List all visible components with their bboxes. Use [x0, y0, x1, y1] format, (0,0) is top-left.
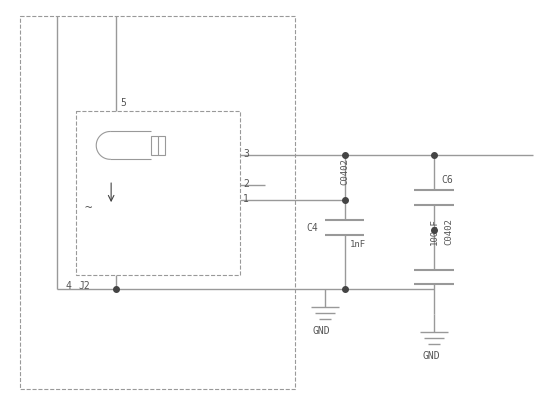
- Bar: [151, 136, 165, 155]
- Text: C4: C4: [307, 223, 319, 233]
- Bar: [20, 16, 295, 389]
- Text: C0402: C0402: [445, 218, 454, 245]
- Text: 2: 2: [243, 179, 249, 189]
- Text: GND: GND: [422, 351, 440, 361]
- Text: 3: 3: [243, 149, 249, 160]
- Text: C0402: C0402: [341, 158, 350, 185]
- Text: 100nF: 100nF: [430, 218, 439, 245]
- Text: C6: C6: [442, 175, 454, 185]
- Text: J2: J2: [78, 281, 90, 292]
- Text: 4: 4: [65, 281, 71, 292]
- Text: ~: ~: [84, 202, 92, 214]
- Text: 1: 1: [243, 194, 249, 204]
- Bar: [76, 111, 240, 274]
- Text: 5: 5: [120, 98, 126, 108]
- Text: GND: GND: [313, 326, 330, 336]
- Text: 1nF: 1nF: [350, 240, 366, 249]
